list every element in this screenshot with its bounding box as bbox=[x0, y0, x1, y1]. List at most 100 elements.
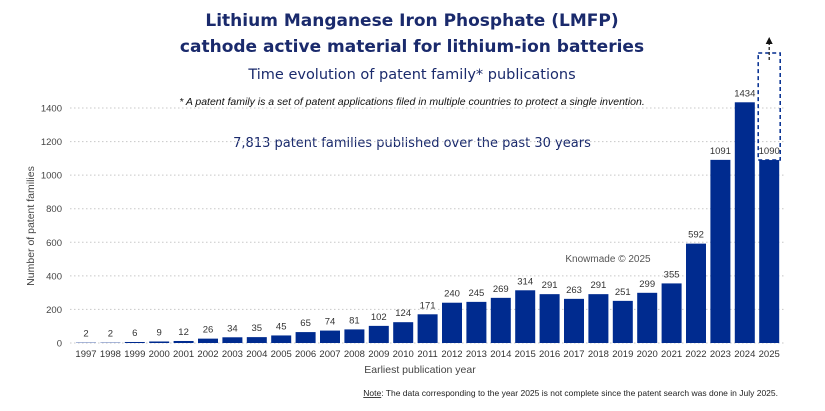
x-tick-label: 2009 bbox=[368, 349, 389, 360]
bar bbox=[661, 283, 682, 343]
bar bbox=[539, 294, 560, 343]
data-label: 263 bbox=[566, 285, 582, 296]
bar bbox=[222, 337, 243, 343]
x-tick-label: 2018 bbox=[588, 349, 609, 360]
chart-subtitle: Time evolution of patent family* publica… bbox=[247, 67, 575, 83]
bar bbox=[710, 159, 731, 343]
y-tick-label: 800 bbox=[46, 204, 62, 215]
x-tick-label: 2000 bbox=[149, 349, 170, 360]
data-label: 355 bbox=[664, 269, 680, 280]
x-tick-label: 2024 bbox=[734, 349, 755, 360]
data-label: 291 bbox=[542, 280, 558, 291]
bar bbox=[344, 329, 365, 343]
data-label: 6 bbox=[132, 328, 137, 339]
x-tick-label: 2001 bbox=[173, 349, 194, 360]
x-tick-label: 2005 bbox=[271, 349, 292, 360]
x-tick-label: 2025 bbox=[759, 349, 780, 360]
data-label: 240 bbox=[444, 289, 460, 300]
bar bbox=[490, 297, 511, 343]
x-axis-label: Earliest publication year bbox=[364, 364, 476, 376]
chart-title-line2: cathode active material for lithium-ion … bbox=[180, 37, 644, 57]
data-label: 299 bbox=[639, 279, 655, 290]
watermark: Knowmade © 2025 bbox=[565, 254, 651, 265]
x-tick-label: 2013 bbox=[466, 349, 487, 360]
y-tick-label: 1400 bbox=[41, 104, 62, 115]
data-label: 592 bbox=[688, 230, 704, 241]
y-tick-label: 200 bbox=[46, 305, 62, 316]
x-tick-label: 2022 bbox=[685, 349, 706, 360]
data-label: 171 bbox=[420, 300, 436, 311]
data-label: 65 bbox=[300, 318, 311, 329]
data-label: 314 bbox=[517, 276, 533, 287]
data-label: 26 bbox=[203, 325, 214, 336]
y-tick-label: 600 bbox=[46, 238, 62, 249]
x-tick-label: 1999 bbox=[124, 349, 145, 360]
data-label: 251 bbox=[615, 287, 631, 298]
data-label: 2 bbox=[108, 329, 113, 340]
bar bbox=[393, 322, 414, 343]
bar bbox=[466, 301, 487, 343]
y-tick-label: 0 bbox=[57, 339, 62, 350]
x-tick-label: 2006 bbox=[295, 349, 316, 360]
incomplete-data-box bbox=[757, 52, 781, 161]
bar bbox=[368, 325, 389, 343]
bar bbox=[198, 338, 218, 343]
bar bbox=[759, 160, 780, 343]
y-tick-label: 1200 bbox=[41, 137, 62, 148]
bar bbox=[612, 300, 633, 343]
x-tick-label: 2021 bbox=[661, 349, 682, 360]
summary-text: 7,813 patent families published over the… bbox=[233, 136, 591, 151]
x-tick-label: 2019 bbox=[612, 349, 633, 360]
data-label: 9 bbox=[157, 327, 162, 338]
data-label: 1090 bbox=[759, 146, 780, 157]
x-tick-label: 2002 bbox=[197, 349, 218, 360]
data-label: 12 bbox=[178, 327, 189, 338]
y-tick-label: 400 bbox=[46, 271, 62, 282]
data-label: 291 bbox=[590, 280, 606, 291]
bar bbox=[515, 290, 536, 343]
bar bbox=[564, 298, 584, 343]
bar bbox=[417, 314, 438, 343]
data-label: 102 bbox=[371, 312, 387, 323]
bar bbox=[734, 102, 755, 344]
x-tick-label: 2023 bbox=[710, 349, 731, 360]
x-tick-label: 2007 bbox=[319, 349, 340, 360]
data-label: 81 bbox=[349, 315, 360, 326]
data-label: 1434 bbox=[734, 88, 755, 99]
bar bbox=[686, 243, 706, 343]
note-label: Note bbox=[363, 388, 381, 398]
bar bbox=[295, 332, 316, 343]
data-label: 2 bbox=[83, 329, 88, 340]
bar bbox=[320, 330, 340, 343]
note: Note: The data corresponding to the year… bbox=[363, 388, 778, 398]
x-tick-label: 2012 bbox=[441, 349, 462, 360]
footnote: * A patent family is a set of patent app… bbox=[179, 96, 645, 108]
bar bbox=[637, 292, 658, 343]
chart-title-line1: Lithium Manganese Iron Phosphate (LMFP) bbox=[205, 11, 618, 31]
data-label: 245 bbox=[468, 288, 484, 299]
x-tick-label: 2008 bbox=[344, 349, 365, 360]
x-tick-label: 2016 bbox=[539, 349, 560, 360]
bar bbox=[246, 337, 267, 343]
arrow-up-icon bbox=[765, 37, 773, 44]
data-label: 74 bbox=[325, 317, 336, 328]
bar bbox=[124, 341, 145, 343]
bar bbox=[442, 302, 462, 343]
note-text: : The data corresponding to the year 202… bbox=[381, 388, 778, 398]
data-label: 35 bbox=[252, 323, 263, 334]
x-tick-label: 2017 bbox=[563, 349, 584, 360]
bar bbox=[173, 340, 194, 343]
x-tick-label: 2003 bbox=[222, 349, 243, 360]
y-tick-label: 1000 bbox=[41, 171, 62, 182]
x-tick-label: 2015 bbox=[515, 349, 536, 360]
data-label: 124 bbox=[395, 308, 411, 319]
data-label: 1091 bbox=[710, 146, 731, 157]
x-tick-label: 1997 bbox=[75, 349, 96, 360]
data-label: 269 bbox=[493, 284, 509, 295]
y-axis-label: Number of patent families bbox=[25, 166, 37, 286]
x-tick-label: 2011 bbox=[417, 349, 437, 360]
x-tick-label: 2020 bbox=[637, 349, 658, 360]
x-tick-label: 2010 bbox=[393, 349, 414, 360]
